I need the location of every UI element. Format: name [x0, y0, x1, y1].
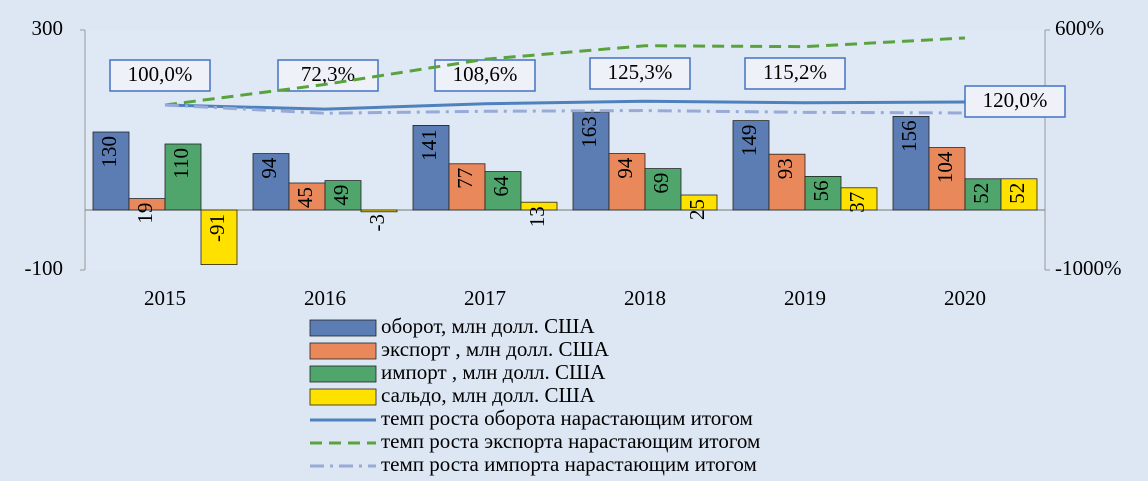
bar — [412, 125, 450, 211]
bar — [644, 168, 682, 211]
bar — [520, 201, 558, 211]
bar-label: 93 — [773, 158, 797, 179]
bar-label: 69 — [649, 173, 673, 194]
legend-label: темп роста экспорта нарастающим итогом — [381, 429, 760, 453]
legend-swatch — [309, 342, 377, 360]
annotation-box — [744, 57, 846, 90]
bar — [92, 131, 130, 211]
bar-label: 110 — [169, 148, 193, 179]
x-tick-label: 2020 — [944, 286, 986, 310]
annotation-box — [277, 59, 379, 92]
bar — [572, 111, 610, 211]
x-tick-label: 2018 — [624, 286, 666, 310]
annotation-box — [589, 57, 691, 90]
bar-label: 19 — [133, 203, 157, 224]
bar-label: 141 — [417, 129, 441, 161]
bar — [928, 147, 966, 211]
x-tick-label: 2017 — [464, 286, 506, 310]
bar-label: 56 — [809, 180, 833, 201]
legend-label: экспорт , млн долл. США — [381, 337, 610, 361]
bar-label: 37 — [845, 192, 869, 213]
annotation: 100,0% — [128, 62, 193, 86]
bar-label: 149 — [737, 125, 761, 157]
bar-label: 94 — [257, 157, 281, 179]
bar — [324, 180, 362, 211]
bar-label: 104 — [933, 151, 957, 183]
bar-label: 94 — [613, 157, 637, 179]
bar — [484, 171, 522, 211]
legend-label: темп роста оборота нарастающим итогом — [381, 406, 753, 430]
y-tick-label: 300 — [32, 16, 64, 40]
x-tick-label: 2019 — [784, 286, 826, 310]
legend-label: сальдо, млн долл. США — [381, 383, 596, 407]
legend-swatch — [309, 388, 377, 406]
bar — [1000, 178, 1038, 211]
bar — [164, 143, 202, 211]
bar — [680, 194, 718, 211]
legend-swatch — [309, 365, 377, 383]
x-tick-label: 2015 — [144, 286, 186, 310]
bar — [252, 153, 290, 211]
bar-label: 163 — [577, 116, 601, 148]
y2-tick-label: -1000% — [1055, 256, 1122, 280]
bar — [360, 209, 398, 213]
legend-label: темп роста импорта нарастающим итогом — [381, 452, 757, 476]
bar — [288, 182, 326, 211]
plot-area — [85, 30, 1045, 270]
legend-label: оборот, млн долл. США — [381, 314, 595, 338]
bar-label: 52 — [969, 183, 993, 204]
bar — [964, 178, 1002, 211]
bar — [200, 209, 238, 265]
bar — [768, 153, 806, 211]
y2-tick-label: 600% — [1055, 16, 1104, 40]
y-tick-label: -100 — [25, 256, 64, 280]
bar-label: 49 — [329, 185, 353, 206]
bar-label: -91 — [205, 214, 229, 242]
bar-label: 45 — [293, 187, 317, 208]
annotation: 125,3% — [608, 60, 673, 84]
annotation: 120,0% — [983, 88, 1048, 112]
line — [164, 99, 966, 111]
bar-label: 25 — [685, 199, 709, 220]
bar-label: 52 — [1005, 183, 1029, 204]
bar-label: 77 — [453, 168, 477, 189]
legend-swatch — [309, 319, 377, 337]
bar-label: 156 — [897, 120, 921, 151]
legend-label: импорт , млн долл. США — [381, 360, 606, 384]
bar — [892, 116, 930, 211]
annotation: 72,3% — [301, 62, 355, 86]
x-tick-label: 2016 — [304, 286, 346, 310]
bar-label: 64 — [489, 175, 513, 197]
annotation-box — [964, 85, 1066, 118]
bar — [840, 187, 878, 211]
line — [164, 36, 966, 107]
bar — [804, 175, 842, 211]
bar-label: 13 — [525, 206, 549, 227]
annotation: 115,2% — [763, 60, 827, 84]
bar — [608, 153, 646, 211]
bar — [732, 120, 770, 211]
annotation: 108,6% — [453, 62, 518, 86]
bar — [448, 163, 486, 211]
bar-label: -3 — [365, 214, 389, 232]
annotation-box — [109, 59, 211, 92]
bar-label: 130 — [97, 136, 121, 168]
